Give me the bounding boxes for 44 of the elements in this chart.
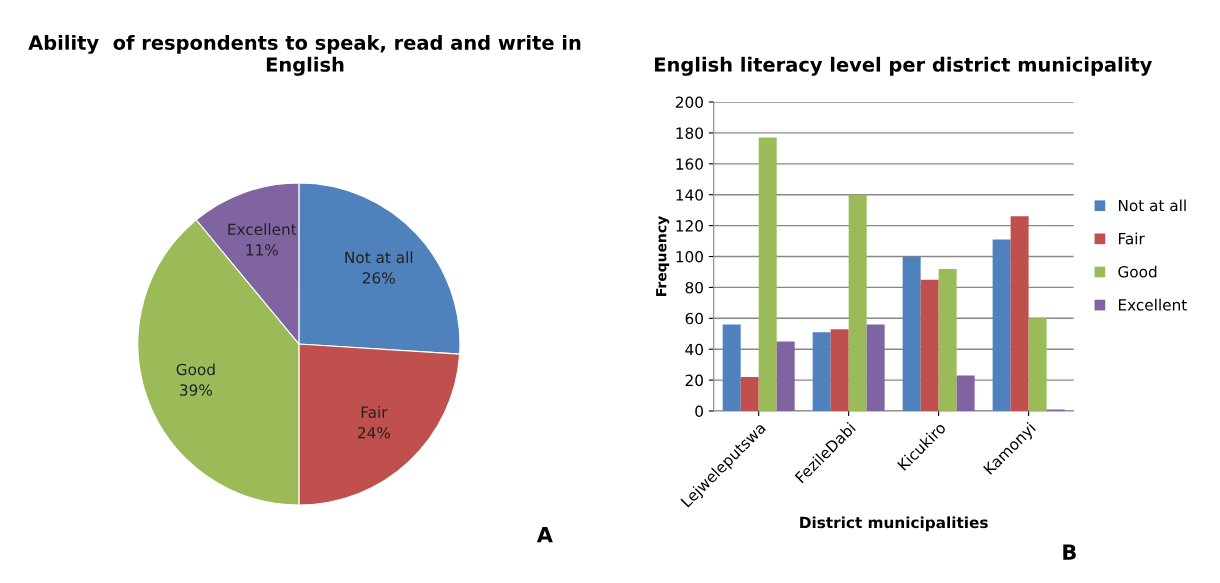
bar	[776, 341, 795, 412]
slice-label: Not at all	[345, 251, 413, 264]
bar	[920, 279, 939, 412]
legend-label: Excellent	[1118, 298, 1187, 311]
bar	[938, 268, 957, 412]
bar	[722, 324, 741, 412]
data-label: 39%	[180, 384, 212, 396]
slice-label: Good	[176, 363, 215, 376]
chart-title: Ability of respondents to speak, read and write in English	[28, 34, 581, 76]
data-label: 11%	[246, 244, 278, 256]
y-tick-label: 200	[675, 96, 703, 109]
y-tick-label: 120	[676, 220, 703, 232]
bar	[992, 239, 1011, 412]
bar	[1010, 216, 1029, 412]
bar	[902, 256, 921, 412]
bar	[830, 329, 849, 412]
y-tick-label: 140	[676, 189, 703, 201]
y-tick-label: 20	[685, 374, 703, 387]
y-tick-label: 0	[695, 405, 703, 418]
chart-title: English literacy level per district municipality	[655, 56, 1152, 76]
x-axis-title: District municipalities	[800, 516, 988, 532]
y-tick-label: 180	[676, 127, 703, 139]
legend-label: Not at all	[1118, 199, 1186, 212]
text: A	[536, 527, 553, 543]
y-tick-label: 80	[685, 281, 703, 294]
y-tick-label: 60	[685, 312, 703, 325]
y-tick-label: 100	[676, 250, 703, 263]
legend-label: Fair	[1118, 232, 1145, 245]
bar	[740, 377, 759, 412]
bar	[758, 137, 777, 412]
bar	[812, 332, 831, 412]
data-label: 26%	[362, 272, 395, 284]
slice-label: Excellent	[228, 223, 297, 236]
slice-label: Fair	[361, 406, 388, 418]
y-tick-label: 160	[676, 158, 703, 170]
bar	[866, 324, 885, 412]
legend-label: Good	[1118, 265, 1157, 278]
text: B	[1063, 544, 1076, 560]
y-axis-title: Frequency	[656, 216, 670, 296]
bar	[956, 375, 975, 412]
bar	[848, 194, 867, 412]
data-label: 24%	[358, 426, 390, 439]
y-tick-label: 40	[685, 343, 703, 356]
bar	[1028, 318, 1047, 412]
